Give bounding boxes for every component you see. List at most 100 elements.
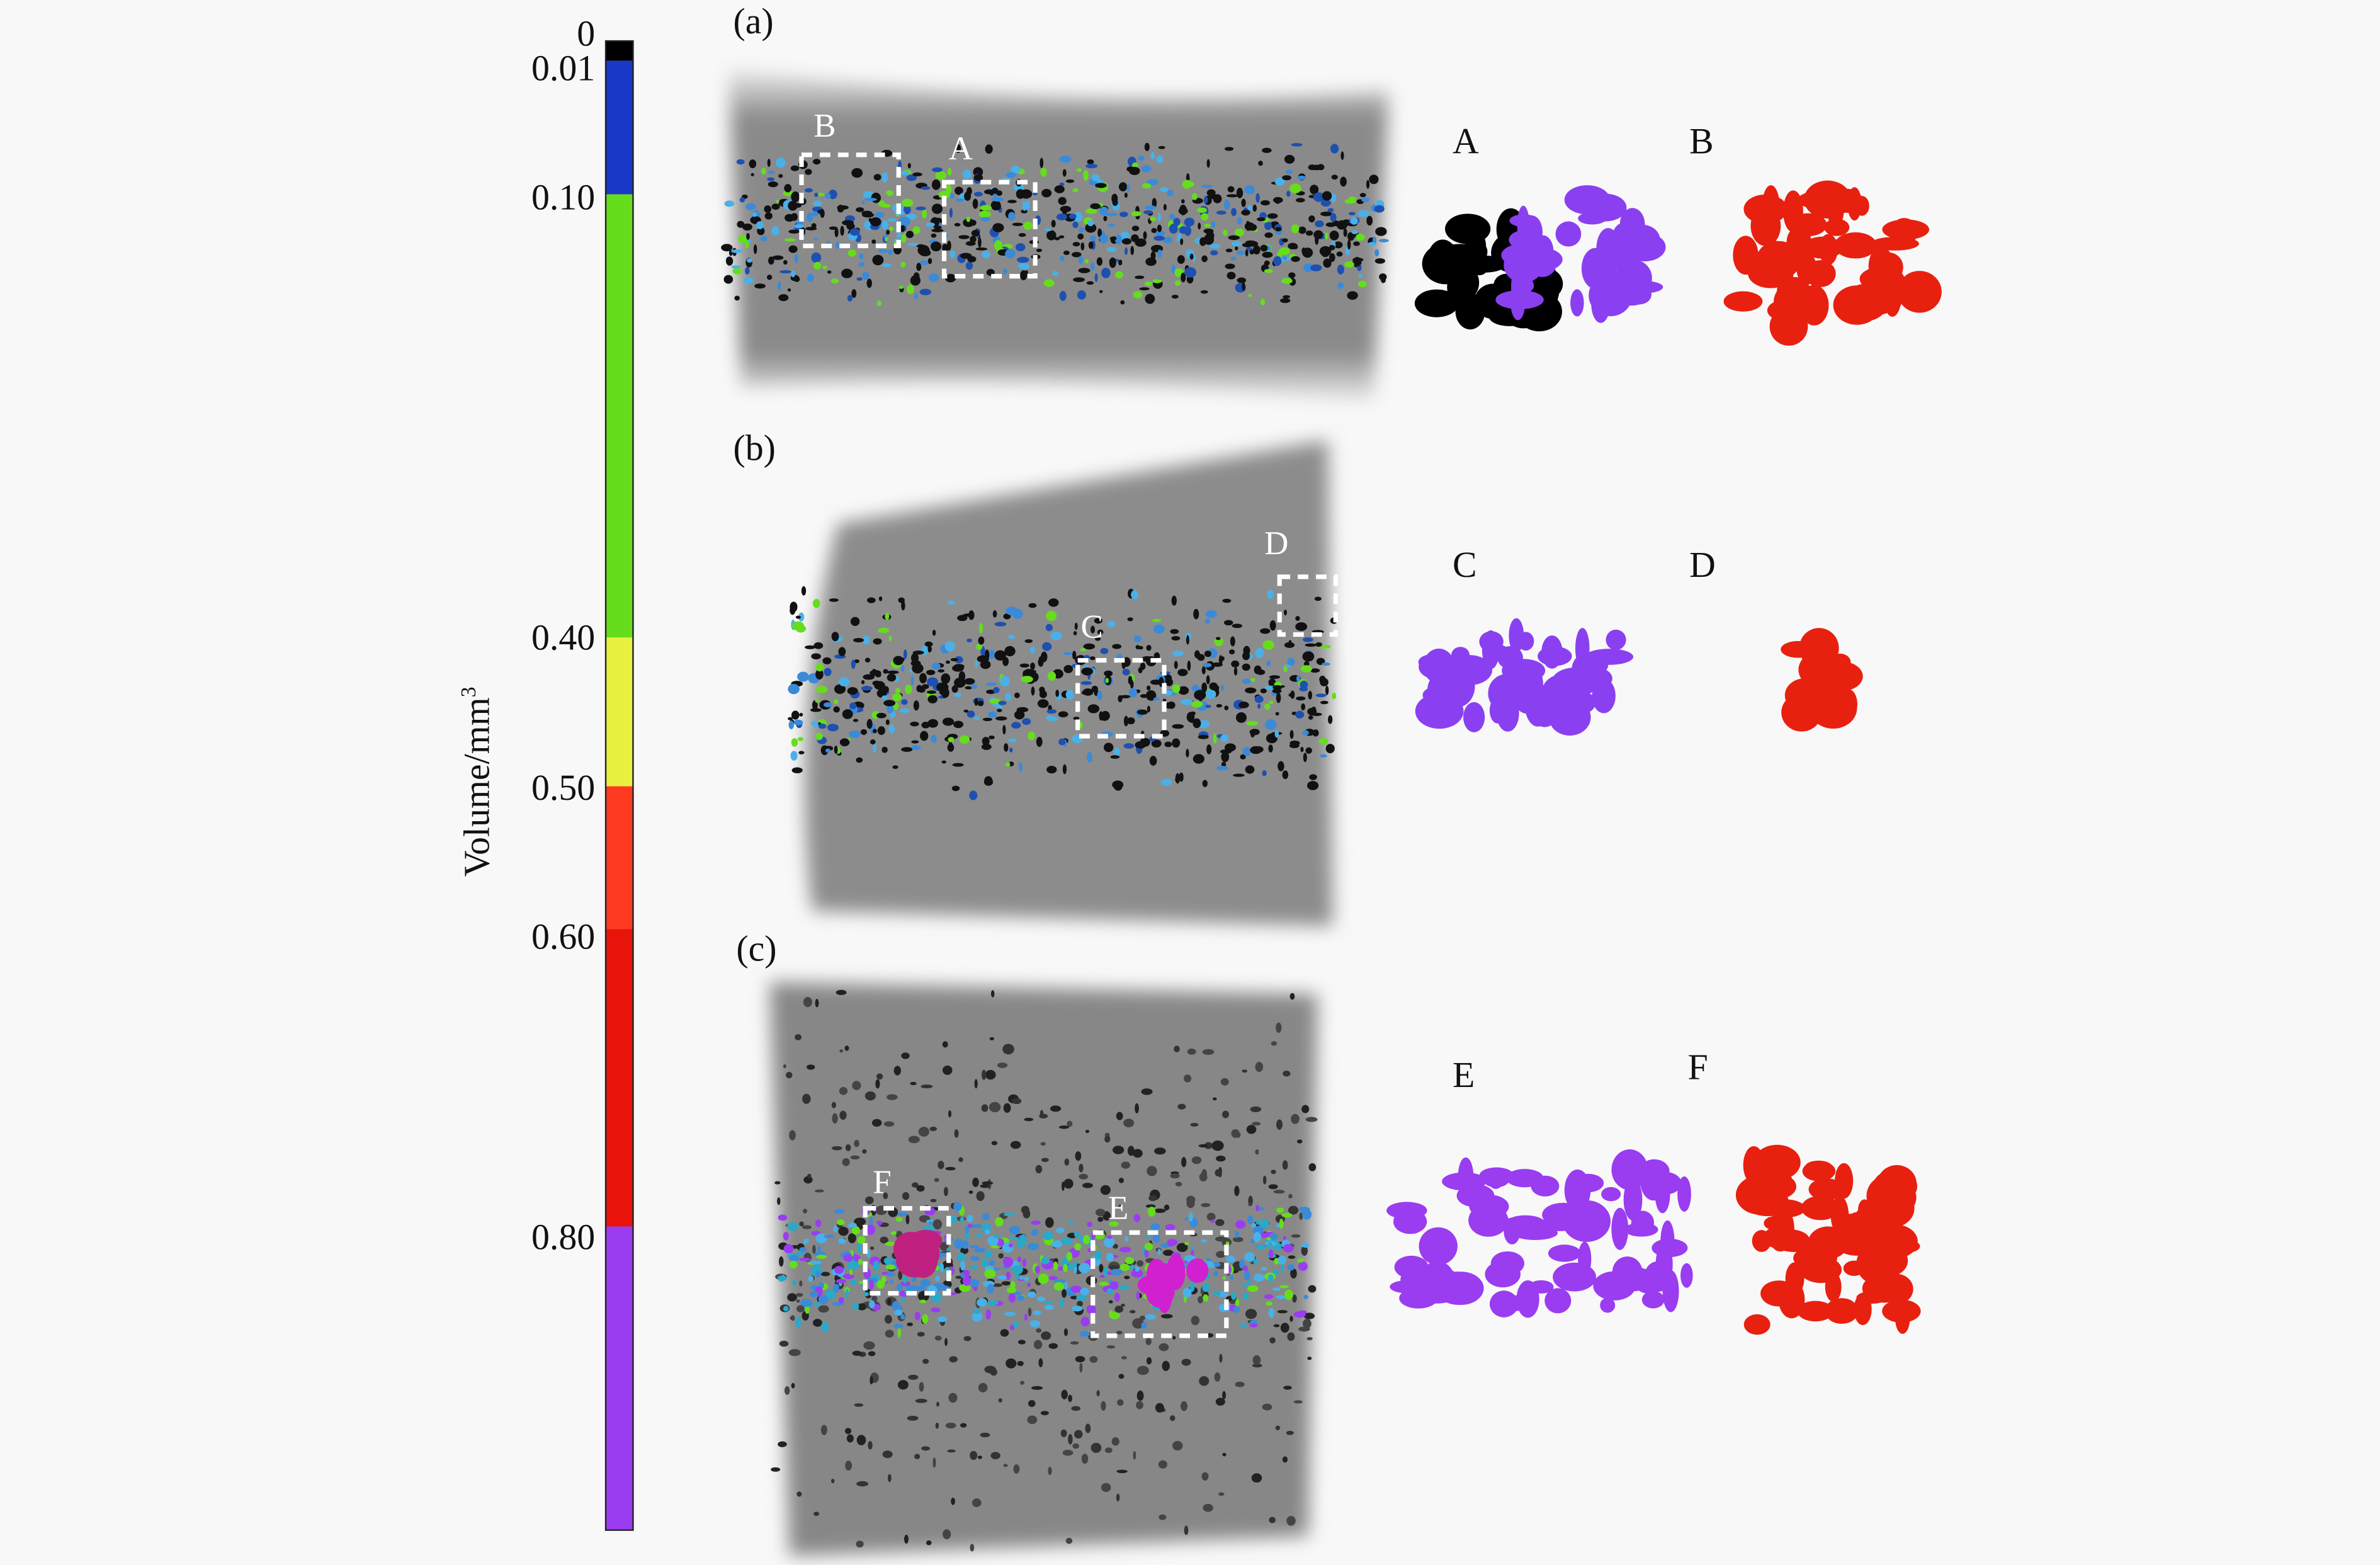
speck [1193,754,1204,764]
speck [926,690,936,694]
speck [778,281,781,292]
speck [975,661,978,668]
speck [1091,174,1100,181]
speck [930,241,942,252]
speck [1344,261,1354,268]
speck [886,229,890,235]
speck [824,702,832,708]
speck [1088,241,1094,249]
speck [1000,1329,1009,1337]
speck [1136,709,1148,715]
speck [876,1221,883,1226]
speck [777,1275,787,1282]
speck [1255,1219,1261,1225]
speck [1196,207,1207,213]
object-part [1743,1314,1771,1335]
speck [914,292,919,300]
speck [863,674,875,680]
speck [990,191,994,196]
speck [1271,1169,1276,1175]
speck [1242,651,1250,661]
speck [1073,277,1085,282]
speck [863,1292,870,1297]
speck [996,1238,1004,1247]
speck [985,144,993,154]
speck [812,159,821,165]
speck [931,1307,941,1312]
speck [797,737,803,741]
speck [1029,646,1036,654]
speck [1211,221,1216,228]
speck [1133,291,1143,299]
speck [1104,1135,1111,1143]
speck [1058,1125,1070,1129]
speck [1018,762,1023,772]
speck [912,1182,919,1188]
speck [1175,1181,1182,1187]
speck [1009,748,1013,753]
speck [912,651,924,655]
object-part [1641,1290,1665,1309]
speck [1301,1245,1308,1256]
speck [887,673,897,682]
object-part [1777,1238,1813,1253]
speck [752,212,757,217]
speck [1277,1310,1288,1314]
speck [1237,277,1247,283]
speck [1063,250,1070,255]
speck [1009,1243,1013,1248]
speck [1154,1147,1166,1155]
speck [873,638,882,645]
speck [1127,617,1133,622]
speck [992,197,1004,202]
speck [1085,164,1098,169]
speck [1122,669,1130,676]
speck [1046,766,1057,774]
speck [761,168,766,175]
speck [952,664,964,672]
speck [1239,1323,1248,1327]
object-part [1615,259,1652,297]
speck [1358,274,1363,278]
speck [1320,199,1331,207]
speck [1133,635,1142,642]
speck [1074,622,1078,630]
speck [805,1238,809,1244]
speck [1262,251,1273,258]
speck [866,1224,876,1235]
speck [803,1176,813,1184]
speck [1077,233,1084,240]
object-part [1490,1290,1519,1317]
speck [951,685,958,693]
speck [862,635,870,645]
speck [1183,1074,1192,1083]
speck [982,717,992,722]
speck [1239,1259,1245,1269]
speck [1252,204,1257,212]
speck [945,1166,956,1171]
speck [1046,230,1057,241]
speck [1157,212,1161,222]
speck [1252,1363,1262,1368]
speck [1144,1242,1153,1251]
speck [985,682,998,686]
object-part [1877,1165,1917,1202]
speck [1061,1289,1067,1298]
speck [1081,667,1094,676]
speck [1136,1401,1143,1409]
speck [1285,169,1293,174]
speck [1297,1258,1305,1263]
speck [1064,1158,1070,1166]
speck [1181,1358,1191,1366]
speck [801,586,807,596]
speck [863,1341,875,1350]
speck [915,1285,927,1291]
speck [928,1221,934,1225]
object-part [1769,307,1808,346]
speck [1063,1328,1068,1336]
speck [870,1376,873,1385]
speck [1279,1285,1289,1289]
speck [1123,743,1135,749]
speck [813,1301,820,1307]
speck [1225,743,1236,752]
